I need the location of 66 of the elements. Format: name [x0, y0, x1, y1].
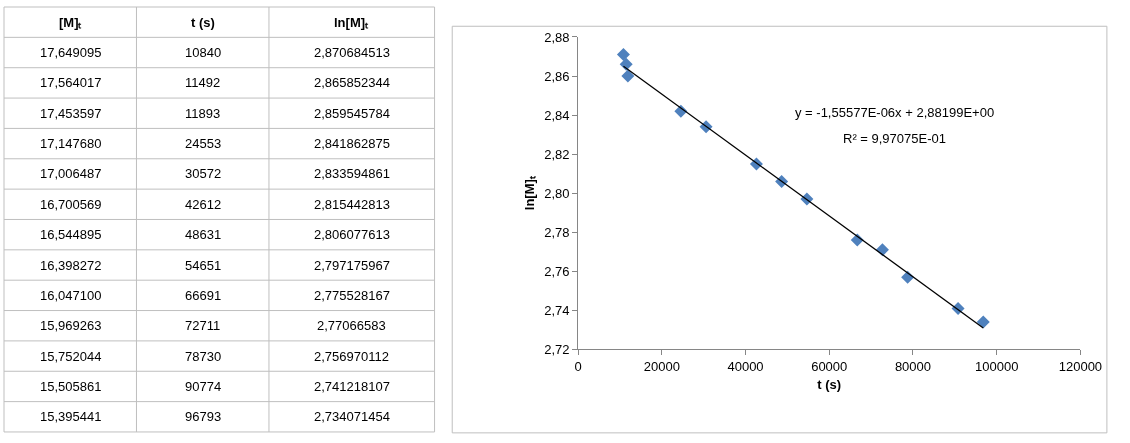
x-tick-label: 80000 [894, 359, 932, 374]
y-tick-label: 2,86 [544, 68, 570, 84]
x-tick-label: 40000 [727, 359, 764, 374]
annotation: R² = 9,97075E-01 [843, 131, 946, 146]
text: 2,741218107 [314, 379, 390, 394]
y-tick-label: 2,76 [544, 263, 570, 279]
text: 16,544895 [40, 227, 102, 242]
text: 78730 [185, 349, 222, 364]
y-tick-label: 2,80 [544, 185, 570, 201]
text: 15,969263 [40, 318, 102, 333]
text: 16,700569 [40, 197, 102, 212]
x-tick-label: 20000 [643, 359, 680, 374]
point [621, 69, 635, 83]
text: 15,505861 [40, 379, 102, 394]
text: 2,806077613 [314, 227, 390, 242]
text: 2,833594861 [314, 166, 390, 181]
text: 11893 [185, 106, 221, 121]
text: 72711 [185, 318, 221, 333]
text: 90774 [185, 379, 222, 394]
text: 15,395441 [40, 409, 102, 424]
text: 54651 [185, 258, 222, 273]
text: 15,752044 [40, 349, 102, 364]
text: 2,870684513 [314, 45, 390, 60]
point [976, 315, 990, 329]
text: 2,859545784 [314, 106, 390, 121]
category-label: t (s) [191, 15, 215, 30]
category-label: ln[M]ₜ [334, 15, 370, 30]
text: 2,734071454 [314, 409, 390, 424]
text: 17,649095 [40, 45, 102, 60]
text: 10840 [185, 45, 222, 60]
annotation: y = -1,55577E-06x + 2,88199E+00 [795, 105, 995, 120]
y-axis-title: ln[M]ₜ [522, 175, 538, 211]
text: 2,775528167 [314, 288, 390, 303]
text: 96793 [185, 409, 222, 424]
text: 2,815442813 [314, 197, 390, 212]
text: 17,564017 [40, 75, 102, 90]
text: 17,147680 [40, 136, 102, 151]
text: 17,006487 [40, 166, 102, 181]
point [616, 48, 630, 62]
text: 48631 [185, 227, 222, 242]
y-tick-label: 2,88 [544, 29, 570, 45]
x-tick-label: 120000 [1058, 359, 1103, 374]
y-tick-label: 2,84 [544, 107, 570, 123]
point [619, 57, 633, 71]
x-tick-label: 0 [574, 359, 582, 374]
y-tick-label: 2,72 [544, 341, 570, 357]
category-label: [M]ₜ [59, 15, 83, 30]
text: 2,865852344 [314, 75, 390, 90]
text: 2,77066583 [317, 318, 386, 333]
text: 16,047100 [40, 288, 102, 303]
text: 2,797175967 [314, 258, 390, 273]
x-tick-label: 100000 [974, 359, 1019, 374]
y-tick-label: 2,78 [544, 224, 570, 240]
x-axis-title: t (s) [817, 376, 842, 392]
y-tick-label: 2,82 [544, 146, 570, 162]
text: 16,398272 [40, 258, 102, 273]
y-tick-label: 2,74 [544, 302, 570, 318]
text: 11492 [185, 75, 221, 90]
text: 30572 [185, 166, 222, 181]
text: 66691 [185, 288, 222, 303]
text: 2,841862875 [314, 136, 390, 151]
text: 24553 [185, 136, 222, 151]
text: 17,453597 [40, 106, 102, 121]
text: 2,756970112 [314, 349, 389, 364]
text: 42612 [185, 197, 222, 212]
x-tick-label: 60000 [811, 359, 848, 374]
